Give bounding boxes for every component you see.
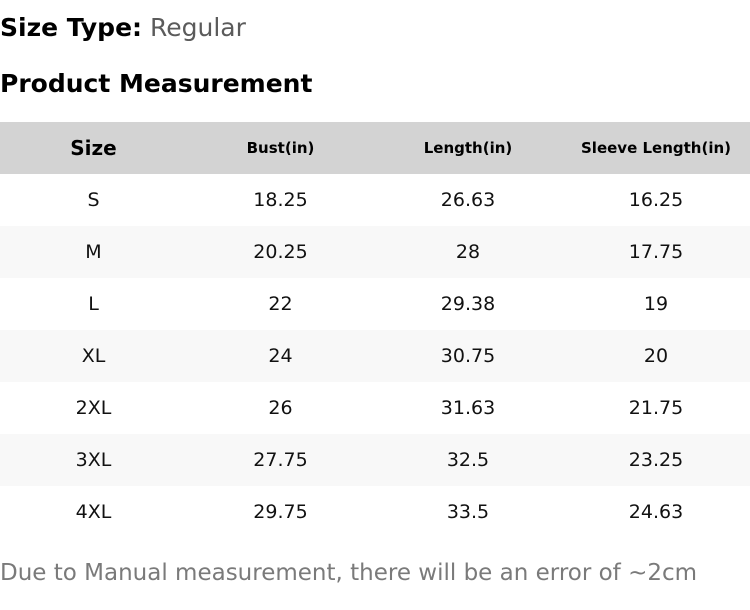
cell-size: 2XL [75, 397, 112, 419]
header-bust: Bust(in) [246, 139, 315, 157]
cell-sleeve-length: 19 [643, 293, 669, 315]
cell-size: XL [81, 345, 106, 367]
table-row: S 18.25 26.63 16.25 [0, 174, 750, 226]
cell-size: 4XL [75, 501, 112, 523]
table-row: L 22 29.38 19 [0, 278, 750, 330]
cell-length: 26.63 [440, 189, 496, 211]
cell-length: 29.38 [440, 293, 496, 315]
size-type-value: Regular [149, 13, 246, 42]
size-type-line: Size Type: Regular [0, 12, 246, 44]
table-row: 3XL 27.75 32.5 23.25 [0, 434, 750, 486]
cell-sleeve-length: 23.25 [628, 449, 684, 471]
header-sleeve-length: Sleeve Length(in) [581, 139, 731, 157]
measurement-table: Size Bust(in) Length(in) Sleeve Length(i… [0, 122, 750, 538]
cell-bust: 20.25 [253, 241, 308, 263]
cell-length: 32.5 [446, 449, 490, 471]
cell-size: M [85, 241, 102, 263]
size-type-label: Size Type: [0, 13, 143, 42]
header-size: Size [70, 136, 117, 160]
cell-bust: 27.75 [253, 449, 308, 471]
section-title: Product Measurement [0, 69, 313, 98]
cell-length: 30.75 [440, 345, 496, 367]
cell-size: 3XL [75, 449, 112, 471]
table-row: M 20.25 28 17.75 [0, 226, 750, 278]
cell-length: 33.5 [446, 501, 490, 523]
cell-sleeve-length: 17.75 [628, 241, 684, 263]
cell-sleeve-length: 16.25 [628, 189, 684, 211]
cell-bust: 18.25 [253, 189, 308, 211]
header-length: Length(in) [423, 139, 513, 157]
table-header-row: Size Bust(in) Length(in) Sleeve Length(i… [0, 122, 750, 174]
cell-bust: 26 [268, 397, 293, 419]
cell-size: L [88, 293, 99, 315]
cell-bust: 22 [268, 293, 293, 315]
cell-bust: 29.75 [253, 501, 308, 523]
measurement-note: Due to Manual measurement, there will be… [0, 560, 698, 586]
table-row: XL 24 30.75 20 [0, 330, 750, 382]
cell-size: S [87, 189, 100, 211]
cell-bust: 24 [268, 345, 293, 367]
cell-sleeve-length: 21.75 [628, 397, 684, 419]
table-row: 2XL 26 31.63 21.75 [0, 382, 750, 434]
cell-length: 31.63 [440, 397, 496, 419]
cell-length: 28 [455, 241, 481, 263]
table-row: 4XL 29.75 33.5 24.63 [0, 486, 750, 538]
cell-sleeve-length: 24.63 [628, 501, 684, 523]
cell-sleeve-length: 20 [643, 345, 669, 367]
